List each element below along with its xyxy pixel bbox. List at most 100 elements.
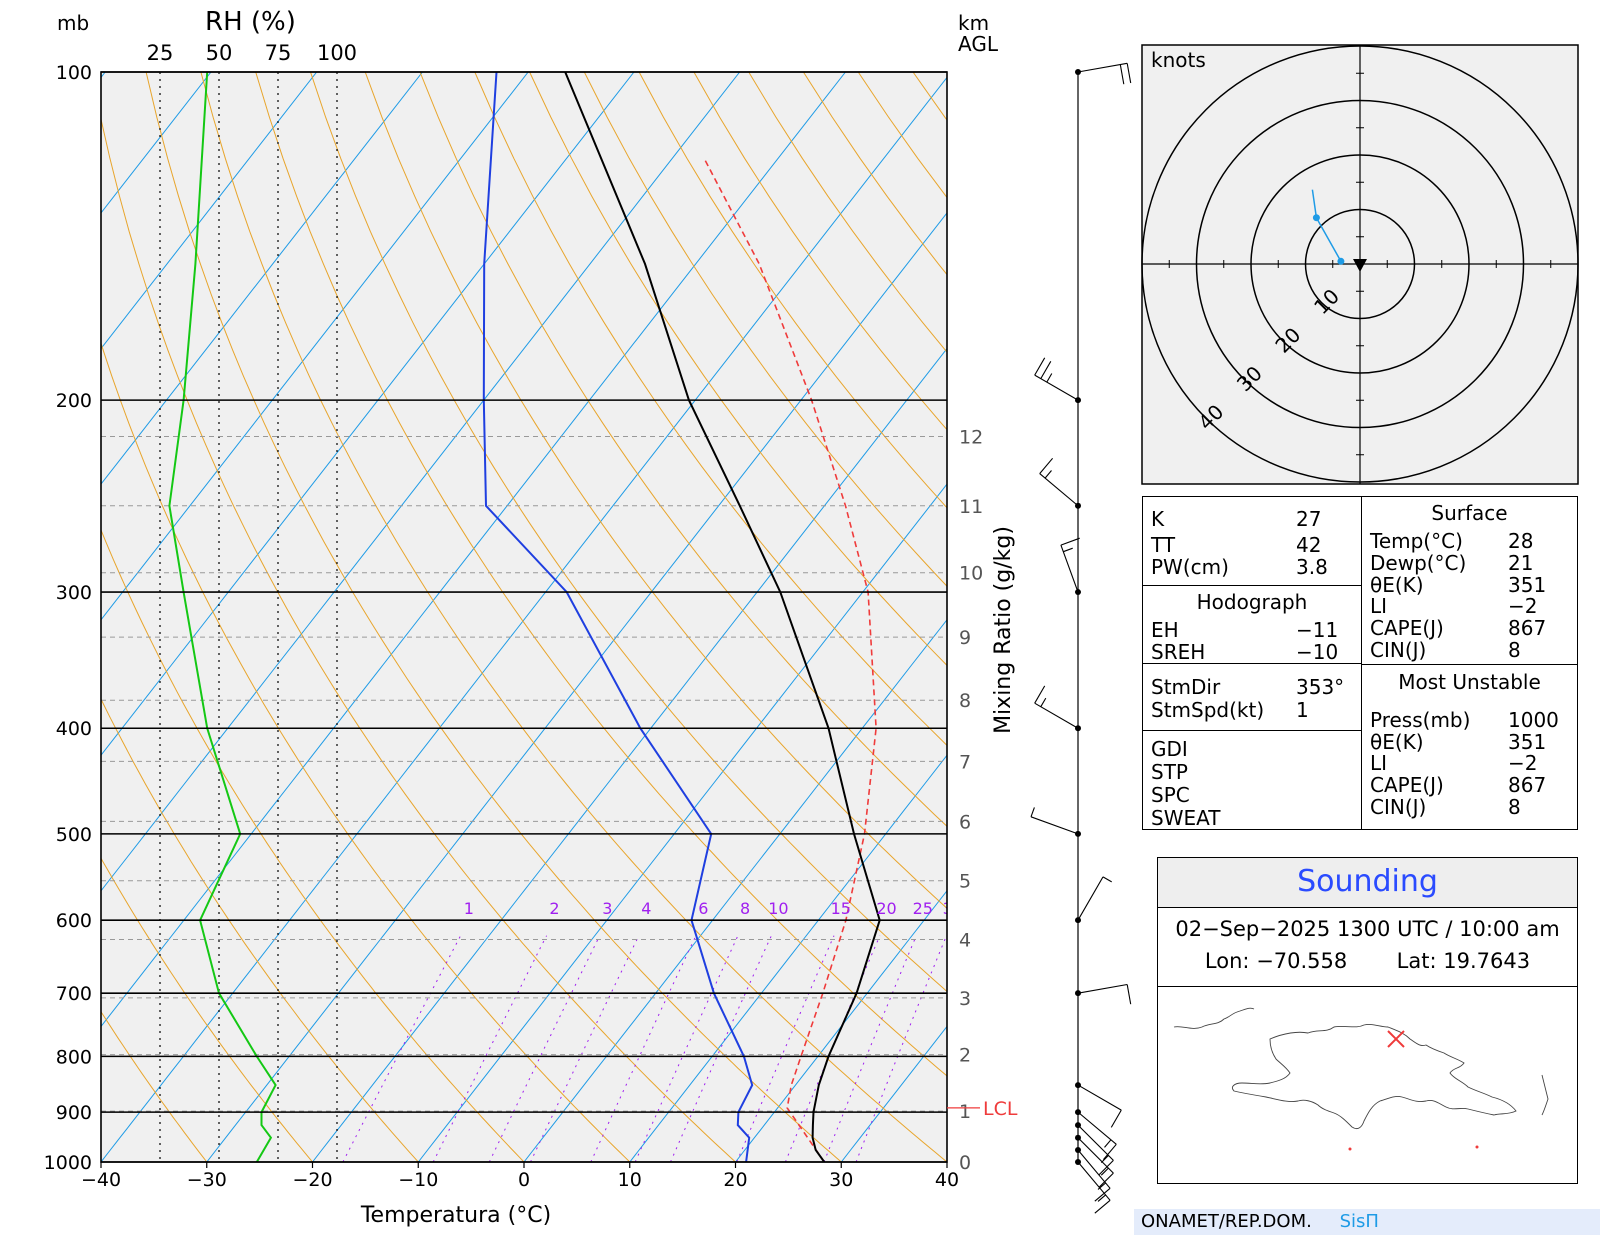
lon-value: −70.558 — [1256, 949, 1348, 973]
wind-barb-half-flag — [1044, 470, 1052, 479]
lat-label: Lat: — [1396, 949, 1437, 973]
mixing-ratio-line — [342, 935, 462, 1162]
height-tick-label: 8 — [959, 690, 971, 712]
sounding-datetime: 02−Sep−2025 1300 UTC / 10:00 am — [1175, 917, 1560, 941]
mu-cin-label: CIN(J) — [1370, 795, 1427, 819]
surface-thetae-label: θE(K) — [1370, 573, 1424, 597]
mixing-ratio-label: 6 — [698, 899, 708, 918]
pressure-tick-label: 700 — [56, 983, 92, 1005]
x-axis-label: Temperatura (°C) — [360, 1203, 551, 1228]
lon-label: Lon: — [1204, 949, 1250, 973]
wind-barb-half-flag — [1046, 373, 1053, 383]
hodograph-point — [1312, 214, 1320, 222]
dry-adiabat-line — [638, 72, 947, 509]
wind-barb-shaft — [1034, 702, 1079, 729]
sounding-position: Lon: −70.558 Lat: 19.7643 — [1158, 949, 1577, 973]
pw-label: PW(cm) — [1151, 555, 1229, 579]
height-tick-label: 5 — [959, 871, 971, 893]
pressure-tick-label: 900 — [56, 1102, 92, 1124]
isotherm-line — [629, 754, 947, 1162]
height-tick-label: 2 — [959, 1045, 971, 1067]
wind-barb-half-flag — [1104, 1139, 1112, 1148]
left-axis-unit: mb — [57, 11, 89, 35]
mixing-ratio-label: 10 — [768, 899, 788, 918]
isotherm-line — [206, 212, 947, 1162]
wind-barb-flag — [1039, 457, 1054, 474]
sweat-label: SWEAT — [1151, 806, 1221, 830]
stmdir-label: StmDir — [1151, 675, 1221, 699]
wind-barb-half-flag — [1102, 876, 1112, 883]
surface-li-value: −2 — [1508, 594, 1538, 618]
dry-adiabat-line — [101, 528, 525, 1162]
footer-source: ONAMET/REP.DOM. — [1141, 1211, 1312, 1232]
gdi-label: GDI — [1151, 737, 1188, 761]
coastline-cuba — [1173, 1007, 1255, 1029]
height-tick-label: 4 — [959, 930, 971, 952]
hodograph-trace — [1311, 189, 1318, 218]
dry-adiabat-line — [583, 72, 947, 588]
wind-barb-flag — [1060, 537, 1080, 546]
mu-li-label: LI — [1370, 751, 1388, 775]
location-map — [1173, 1007, 1549, 1151]
surface-dewp-value: 21 — [1508, 551, 1534, 575]
sreh-label: SREH — [1151, 640, 1206, 664]
map-dot — [1348, 1147, 1352, 1151]
pressure-tick-label: 500 — [56, 824, 92, 846]
wind-barb-shaft — [1077, 1111, 1117, 1145]
pw-value: 3.8 — [1296, 555, 1328, 579]
coastline-puerto-rico — [1541, 1074, 1549, 1116]
wind-barb-half-flag — [1040, 697, 1047, 707]
isotherm-line — [523, 618, 947, 1162]
temperature-tick-label: −20 — [292, 1169, 332, 1191]
wind-barb-half-flag — [1063, 547, 1073, 553]
surface-temp-label: Temp(°C) — [1370, 529, 1463, 553]
lcl-label: LCL — [983, 1098, 1018, 1120]
surface-dewp-label: Dewp(°C) — [1370, 551, 1467, 575]
height-tick-label: 0 — [959, 1152, 971, 1174]
height-tick-label: 10 — [959, 563, 983, 585]
mixing-ratio-label: 1 — [464, 899, 474, 918]
mu-cape-label: CAPE(J) — [1370, 773, 1444, 797]
temperature-tick-label: 10 — [618, 1169, 642, 1191]
dry-adiabat-line — [101, 1010, 208, 1162]
surface-thetae-value: 351 — [1508, 573, 1547, 597]
wind-barb-flag — [1110, 1109, 1122, 1128]
wind-barb-half-flag — [1097, 1194, 1106, 1202]
isotherm-line — [101, 72, 635, 757]
dry-adiabat-line — [145, 72, 842, 1162]
mixing-ratio-label: 4 — [641, 899, 651, 918]
spc-label: SPC — [1151, 783, 1190, 807]
wind-barb-half-flag — [1030, 807, 1035, 817]
rh-tick-label: 100 — [317, 41, 357, 65]
wind-barb-half-flag — [1100, 1167, 1109, 1176]
wind-barb-half-flag — [1100, 1155, 1109, 1163]
wind-barb-flag — [1119, 64, 1125, 85]
temperature-tick-label: 30 — [829, 1169, 853, 1191]
dry-adiabat-line — [529, 72, 947, 667]
sreh-value: −10 — [1296, 640, 1339, 664]
wind-barb-flag — [1034, 357, 1046, 376]
temperature-tick-label: −30 — [187, 1169, 227, 1191]
tt-index-value: 42 — [1296, 533, 1322, 557]
hodograph-point — [1337, 257, 1345, 265]
mixing-ratio-axis-label: Mixing Ratio (g/kg) — [991, 526, 1016, 734]
wind-barb-shaft — [1034, 374, 1079, 401]
temperature-tick-label: −10 — [398, 1169, 438, 1191]
footer: ONAMET/REP.DOM. SisΠ — [1134, 1209, 1600, 1235]
height-tick-label: 7 — [959, 751, 971, 773]
mixing-ratio-label: 8 — [740, 899, 750, 918]
mixing-ratio-line — [670, 935, 772, 1162]
wind-barb-half-flag — [1097, 1182, 1106, 1190]
hodograph-trace — [1315, 217, 1342, 262]
wind-barb-flag — [1040, 361, 1052, 379]
dry-adiabat-line — [101, 341, 631, 1162]
stp-label: STP — [1151, 760, 1188, 784]
sounding-time-box: 02−Sep−2025 1300 UTC / 10:00 am Lon: −70… — [1158, 907, 1577, 987]
surface-most-unstable-box: Surface Temp(°C) 28 Dewp(°C) 21 θE(K) 35… — [1361, 496, 1578, 830]
wind-barb-flag — [1094, 1187, 1111, 1202]
station-x-marker — [1387, 1030, 1405, 1048]
height-tick-label: 11 — [959, 496, 983, 518]
temperature-profile-line — [564, 72, 881, 1162]
wind-barb-flag — [1094, 1199, 1111, 1214]
height-tick-label: 3 — [959, 988, 971, 1010]
